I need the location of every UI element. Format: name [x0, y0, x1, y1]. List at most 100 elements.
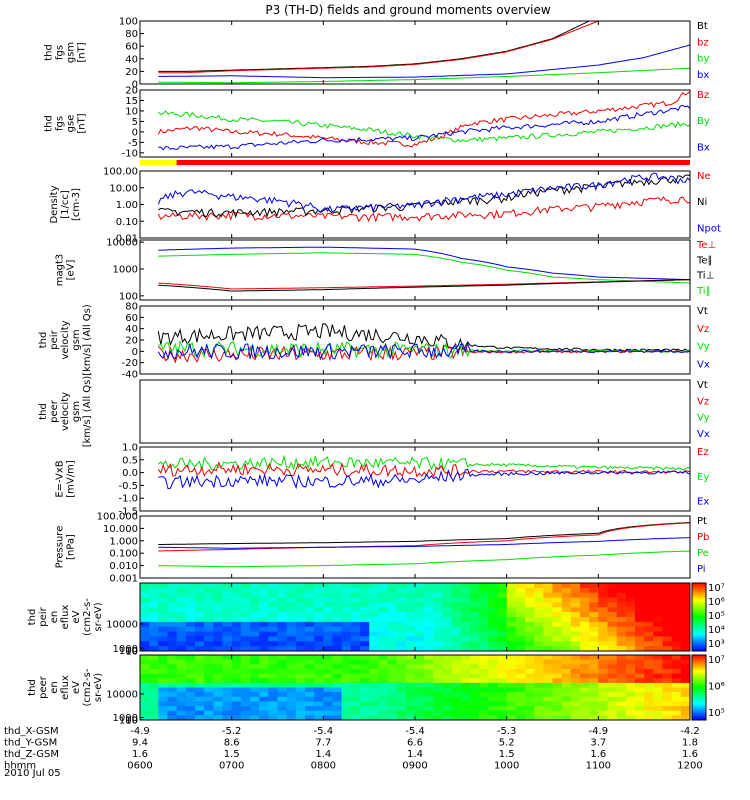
- panel-frame: [139, 89, 691, 158]
- spectrogram-cell: [305, 587, 315, 594]
- spectrogram-cell: [149, 668, 159, 675]
- spectrogram-cell: [561, 701, 572, 707]
- spectrogram-cell: [323, 646, 334, 651]
- spectrogram-cell: [350, 626, 361, 633]
- spectrogram-cell: [149, 621, 159, 628]
- spectrogram-cell: [222, 612, 233, 618]
- spectrogram-cell: [323, 597, 334, 604]
- spectrogram-cell: [268, 626, 279, 633]
- spectrogram-cell: [653, 621, 664, 628]
- spectrogram-cell: [415, 710, 425, 716]
- spectrogram-cell: [213, 617, 224, 623]
- spectrogram-cell: [662, 682, 673, 689]
- spectrogram-cell: [525, 583, 535, 589]
- spectrogram-cell: [231, 701, 242, 707]
- spectrogram-cell: [259, 617, 269, 623]
- spectrogram-cell: [185, 631, 196, 638]
- ephemeris-value: 3.7: [590, 738, 606, 749]
- spectrogram-cell: [653, 706, 664, 712]
- spectrogram-cell: [570, 592, 581, 599]
- spectrogram-cell: [396, 626, 407, 633]
- spectrogram-cell: [369, 668, 379, 675]
- spectrogram-cell: [589, 617, 599, 623]
- spectrogram-cell: [268, 636, 279, 642]
- spectrogram-cell: [635, 706, 645, 712]
- spectrogram-cell: [387, 607, 398, 613]
- y-tick-label: 100: [119, 291, 138, 302]
- spectrogram-cell: [543, 682, 554, 689]
- spectrogram-cell: [360, 617, 370, 623]
- ephemeris-value: -4.9: [130, 726, 150, 737]
- spectrogram-cell: [240, 583, 251, 589]
- spectrogram-cell: [424, 701, 434, 707]
- y-tick-label: 10000: [106, 690, 138, 701]
- spectrogram-cell: [442, 641, 453, 647]
- spectrogram-cell: [369, 678, 379, 684]
- spectrogram-cell: [451, 592, 462, 599]
- spectrogram-cell: [616, 607, 627, 613]
- spectrogram-cell: [488, 621, 499, 628]
- legend-entry: Bx: [697, 142, 710, 153]
- spectrogram-cell: [415, 682, 425, 689]
- spectrogram-cell: [635, 715, 645, 720]
- spectrogram-cell: [561, 710, 572, 716]
- spectrogram-cell: [149, 678, 159, 684]
- spectrogram-cell: [360, 687, 370, 693]
- spectrogram-cell: [497, 617, 508, 623]
- figure-title: P3 (TH-D) fields and ground moments over…: [265, 3, 550, 17]
- y-tick-label: 20: [125, 86, 138, 97]
- spectrogram-cell: [240, 668, 251, 675]
- spectrogram-cell: [167, 682, 178, 689]
- spectrogram-cell: [451, 621, 462, 628]
- spectrogram-cell: [598, 597, 609, 604]
- spectrogram-cell: [580, 673, 590, 679]
- spectrogram-cell: [616, 715, 627, 720]
- spectrogram-cell: [378, 682, 389, 689]
- spectrogram-cell: [616, 701, 627, 707]
- y-axis-label: E=-VxB: [55, 460, 66, 497]
- spectrogram-cell: [286, 631, 297, 638]
- spectrogram-cell: [479, 668, 489, 675]
- spectrogram-cell: [387, 696, 398, 702]
- spectrogram-cell: [222, 602, 233, 608]
- spectrogram-cell: [167, 673, 178, 679]
- spectrogram-cell: [424, 587, 434, 594]
- y-tick-label: 15: [125, 96, 138, 107]
- spectrogram-cell: [671, 701, 682, 707]
- spectrogram-cell: [369, 641, 379, 647]
- y-axis-label: eflux: [60, 675, 71, 700]
- spectrogram-cell: [598, 641, 609, 647]
- spectrogram-cell: [616, 617, 627, 623]
- spectrogram-cell: [213, 626, 224, 633]
- spectrogram-cell: [644, 706, 654, 712]
- spectrogram-cell: [360, 607, 370, 613]
- spectrogram-cell: [213, 655, 224, 661]
- spectrogram-cell: [286, 678, 297, 684]
- spectrogram-cell: [515, 668, 526, 675]
- spectrogram-cell: [387, 617, 398, 623]
- spectrogram-cell: [616, 587, 627, 594]
- spectrogram-cell: [149, 710, 159, 716]
- spectrogram-cell: [360, 664, 370, 670]
- spectrogram-cell: [525, 626, 535, 633]
- spectrogram-cell: [543, 692, 554, 698]
- spectrogram-cell: [644, 710, 654, 716]
- spectrogram-cell: [369, 706, 379, 712]
- spectrogram-cell: [415, 664, 425, 670]
- spectrogram-cell: [295, 664, 306, 670]
- panel-pressure: 100.00010.0001.0000.1000.0100.001Pressur…: [55, 512, 710, 585]
- spectrogram-cell: [341, 673, 352, 679]
- series-group-temp: [158, 246, 690, 292]
- spectrogram-cell: [515, 664, 526, 670]
- spectrogram-cell: [433, 597, 444, 604]
- spectrogram-cell: [442, 682, 453, 689]
- spectrogram-cell: [515, 602, 526, 608]
- spectrogram-cell: [470, 636, 480, 642]
- spectrogram-cell: [204, 692, 214, 698]
- spectrogram-cell: [378, 715, 389, 720]
- spectrogram-cell: [250, 617, 260, 623]
- spectrogram-cell: [222, 641, 233, 647]
- spectrogram-cell: [580, 592, 590, 599]
- spectrogram-cell: [433, 592, 444, 599]
